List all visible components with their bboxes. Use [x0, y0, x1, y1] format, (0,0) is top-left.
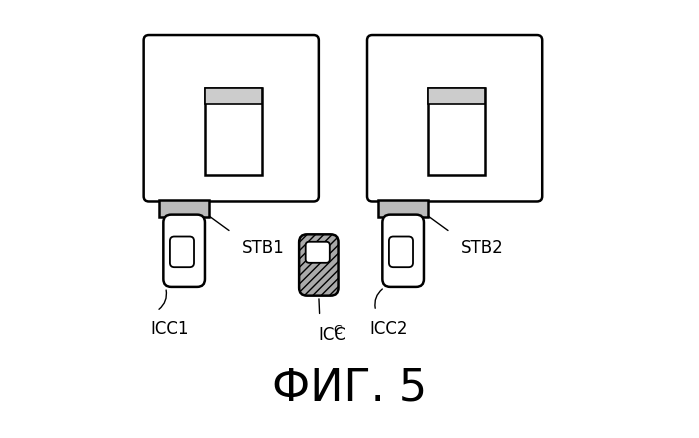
Bar — [428, 88, 485, 175]
Bar — [205, 88, 262, 104]
FancyBboxPatch shape — [143, 35, 319, 201]
FancyBboxPatch shape — [367, 35, 542, 201]
Text: ICC1: ICC1 — [150, 320, 189, 338]
Text: STB1: STB1 — [242, 239, 285, 257]
Text: ФИГ. 5: ФИГ. 5 — [272, 366, 427, 409]
FancyBboxPatch shape — [389, 237, 413, 267]
Text: ICC: ICC — [319, 326, 347, 344]
Text: STB2: STB2 — [461, 239, 504, 257]
Bar — [428, 88, 485, 104]
FancyBboxPatch shape — [164, 215, 205, 287]
FancyBboxPatch shape — [305, 242, 330, 263]
FancyBboxPatch shape — [299, 234, 338, 296]
FancyBboxPatch shape — [382, 215, 424, 287]
Bar — [205, 88, 262, 175]
Bar — [159, 200, 209, 217]
FancyBboxPatch shape — [170, 237, 194, 267]
Bar — [378, 200, 428, 217]
Text: ICC2: ICC2 — [369, 320, 408, 338]
Text: C: C — [333, 324, 343, 337]
